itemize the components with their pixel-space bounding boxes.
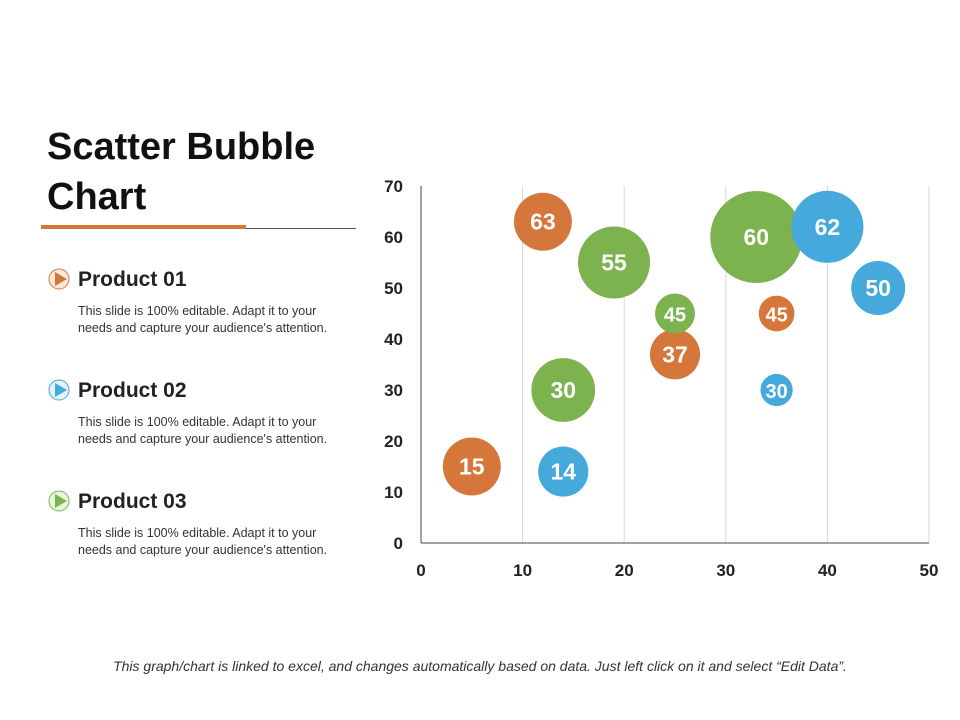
product-name: Product 02 — [78, 379, 187, 402]
y-tick-label: 40 — [384, 330, 403, 349]
product-name: Product 03 — [78, 490, 187, 513]
y-tick-label: 70 — [384, 177, 403, 196]
title-accent-bar — [41, 225, 246, 229]
bubble-data-label: 37 — [662, 341, 688, 367]
bubble-data-label: 14 — [550, 459, 576, 485]
bubble-data-label: 30 — [550, 377, 576, 403]
x-tick-label: 50 — [920, 561, 939, 580]
play-circle-icon — [48, 268, 70, 290]
bubble[interactable] — [760, 373, 793, 407]
bubble[interactable] — [791, 190, 864, 263]
product-description: This slide is 100% editable. Adapt it to… — [78, 304, 328, 335]
y-tick-label: 0 — [394, 534, 403, 553]
x-tick-label: 20 — [615, 561, 634, 580]
bubble[interactable] — [851, 261, 906, 315]
bubble-data-label: 62 — [815, 214, 841, 240]
x-tick-label: 0 — [416, 561, 425, 580]
bubble[interactable] — [758, 295, 795, 332]
bubble-data-label: 15 — [459, 454, 485, 480]
y-tick-label: 50 — [384, 279, 403, 298]
x-tick-label: 40 — [818, 561, 837, 580]
y-tick-label: 60 — [384, 228, 403, 247]
play-circle-icon — [48, 379, 70, 401]
bubble-data-label: 63 — [530, 209, 556, 235]
bubble[interactable] — [538, 446, 589, 497]
bubble-data-label: 45 — [765, 305, 787, 327]
bubble[interactable] — [710, 191, 803, 283]
bubble-data-label: 55 — [601, 250, 627, 276]
bubble-data-label: 45 — [664, 305, 686, 327]
product-description: This slide is 100% editable. Adapt it to… — [78, 526, 328, 557]
y-tick-label: 10 — [384, 483, 403, 502]
product-name: Product 01 — [78, 268, 187, 291]
play-circle-icon — [48, 490, 70, 512]
bubble[interactable] — [655, 293, 695, 334]
bubble[interactable] — [442, 437, 501, 496]
bubble[interactable] — [531, 358, 596, 422]
bubble[interactable] — [649, 329, 701, 380]
y-tick-label: 30 — [384, 381, 403, 400]
bubble[interactable] — [578, 226, 651, 299]
product-description: This slide is 100% editable. Adapt it to… — [78, 415, 328, 446]
bubble-data-label: 60 — [743, 224, 769, 250]
bubble[interactable] — [513, 192, 572, 251]
y-tick-label: 20 — [384, 432, 403, 451]
footer-note: This graph/chart is linked to excel, and… — [113, 658, 847, 674]
bubble-data-label: 50 — [865, 275, 891, 301]
x-tick-label: 10 — [513, 561, 532, 580]
x-tick-label: 30 — [716, 561, 735, 580]
bubble-data-label: 30 — [765, 381, 787, 403]
page-title: Scatter Bubble Chart — [47, 126, 316, 218]
